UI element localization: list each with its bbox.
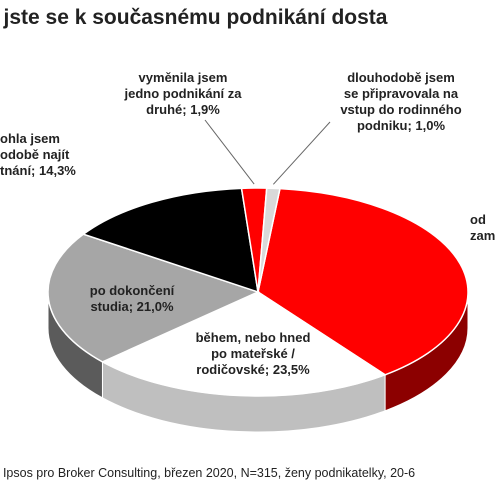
slice-label-studies: po dokončení studia; 21,0% (89, 283, 175, 314)
leader-line-4 (204, 119, 255, 185)
slice-label-family-business: dlouhodobě jsem se připravovala na vstup… (340, 70, 462, 133)
pie-slice-3 (81, 187, 259, 294)
leader-line-5 (272, 121, 331, 185)
source-note: : Ipsos pro Broker Consulting, březen 20… (0, 466, 416, 480)
pie-slice-1 (100, 291, 387, 397)
slice-label-business-change: vyměnila jsem jedno podnikání za druhé; … (124, 70, 242, 117)
pie-slice-2 (47, 233, 261, 363)
slice-label-maternity: během, nebo hned po mateřské / rodičovsk… (195, 330, 311, 377)
chart-title: k jste se k současnému podnikání dosta (0, 6, 388, 29)
slice-label-job-search: ohla jsem odobě najít tnání; 14,3% (0, 131, 76, 178)
slice-label-employment: od zam (470, 212, 496, 243)
pie-slice-0 (257, 187, 469, 376)
pie-slice-5 (257, 187, 281, 293)
